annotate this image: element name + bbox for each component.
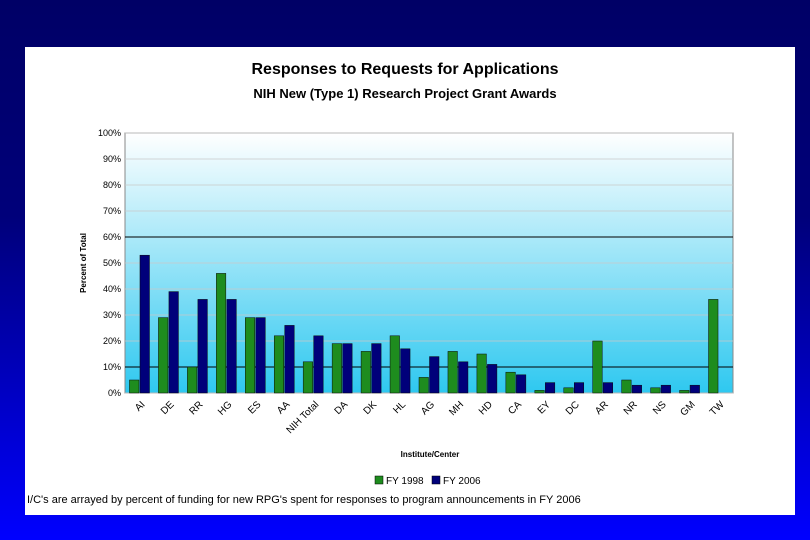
bar-ai-s1	[129, 379, 140, 394]
bar-mh-s1	[447, 351, 458, 394]
bar-es-s1	[245, 317, 256, 394]
x-tick-label: HL	[391, 399, 408, 416]
chart-title: Responses to Requests for Applications	[251, 61, 559, 78]
bar-ns-s2	[660, 384, 671, 394]
bar-ar-s1	[592, 340, 603, 394]
chart-panel: Responses to Requests for Applications N…	[25, 47, 795, 515]
x-tick-label: DC	[564, 399, 582, 417]
bar-ey-s1	[534, 390, 545, 394]
bar-ey-s2	[545, 382, 556, 394]
bar-nr-s2	[631, 384, 642, 394]
bar-ns-s1	[650, 387, 661, 394]
x-tick-label: AR	[593, 399, 611, 417]
x-tick-label: DK	[362, 399, 380, 417]
bar-aa-s2	[284, 325, 295, 394]
bar-hg-s1	[216, 273, 227, 394]
bar-aa-s1	[273, 335, 284, 394]
y-tick-label: 0%	[108, 388, 121, 398]
x-tick-label: DE	[159, 399, 177, 417]
bar-de-s1	[158, 317, 169, 394]
bar-ca-s1	[505, 371, 516, 394]
y-axis-label: Percent of Total	[79, 233, 88, 293]
bar-es-s2	[255, 317, 266, 394]
bar-hd-s1	[476, 353, 487, 394]
footnote: I/C's are arrayed by percent of funding …	[27, 494, 581, 506]
bar-dk-s1	[360, 351, 371, 394]
x-tick-label: CA	[506, 399, 524, 417]
legend-label: FY 1998	[386, 476, 424, 487]
bar-ag-s1	[418, 377, 429, 394]
y-tick-label: 10%	[103, 362, 121, 372]
y-tick-label: 90%	[103, 154, 121, 164]
bar-mh-s2	[458, 361, 469, 394]
y-tick-label: 70%	[103, 206, 121, 216]
bar-ag-s2	[429, 356, 440, 394]
y-tick-label: 80%	[103, 180, 121, 190]
bar-ar-s2	[602, 382, 613, 394]
x-tick-label: EY	[536, 399, 553, 416]
y-tick-label: 30%	[103, 310, 121, 320]
x-tick-label: TW	[708, 399, 727, 418]
bar-tw-s1	[708, 299, 719, 394]
y-tick-label: 100%	[98, 128, 121, 138]
x-tick-label: HD	[477, 399, 495, 417]
x-tick-label: ES	[246, 399, 263, 416]
x-tick-label: AG	[419, 399, 437, 417]
y-tick-label: 40%	[103, 284, 121, 294]
bar-rr-s1	[187, 366, 198, 394]
bar-hl-s1	[389, 335, 400, 394]
bar-nih-total-s1	[302, 361, 313, 394]
x-tick-label: HG	[216, 399, 235, 418]
y-tick-label: 60%	[103, 232, 121, 242]
legend: FY 1998 FY 2006	[374, 475, 481, 487]
x-tick-label: NS	[651, 399, 669, 417]
legend-swatch	[431, 475, 441, 485]
bar-gm-s2	[689, 384, 700, 394]
bar-de-s2	[168, 291, 179, 394]
legend-swatch	[374, 475, 384, 485]
chart-subtitle: NIH New (Type 1) Research Project Grant …	[253, 86, 557, 101]
x-tick-label: RR	[188, 399, 206, 417]
bar-nih-total-s2	[313, 335, 324, 394]
bar-hl-s2	[400, 348, 411, 394]
bar-hd-s2	[487, 364, 498, 394]
x-tick-label: MH	[447, 399, 466, 418]
bar-dk-s2	[371, 343, 382, 394]
bar-chart: 0% 10% 20% 30% 40% 50% 60% 70% 80% 90% 100% AI DE RR…	[79, 128, 734, 487]
bar-rr-s2	[197, 299, 208, 394]
bar-nr-s1	[621, 379, 632, 394]
y-tick-label: 20%	[103, 336, 121, 346]
bar-hg-s2	[226, 299, 237, 394]
x-tick-label: NR	[622, 399, 640, 417]
x-tick-label: GM	[679, 399, 698, 418]
x-axis-label: Institute/Center	[401, 450, 460, 459]
x-tick-label: AA	[275, 399, 292, 416]
bar-dc-s2	[574, 382, 585, 394]
legend-label: FY 2006	[443, 476, 481, 487]
x-tick-label: DA	[333, 399, 351, 417]
bar-gm-s1	[679, 390, 690, 394]
bar-dc-s1	[563, 387, 574, 394]
bar-ca-s2	[516, 374, 527, 394]
bar-ai-s2	[139, 254, 150, 394]
bar-da-s2	[342, 343, 353, 394]
x-tick-label: AI	[133, 399, 147, 413]
bar-da-s1	[331, 343, 342, 394]
y-tick-label: 50%	[103, 258, 121, 268]
